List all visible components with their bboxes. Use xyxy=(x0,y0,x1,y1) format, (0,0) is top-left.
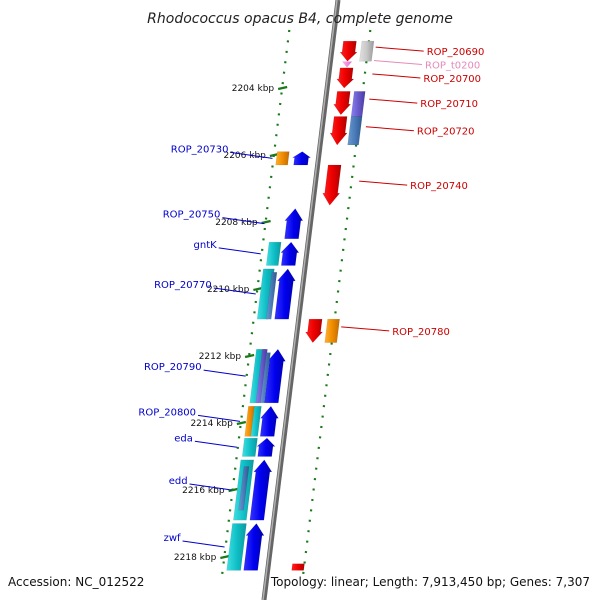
scale-label: 2208 kbp xyxy=(215,218,258,228)
genome-summary-text: Topology: linear; Length: 7,913,450 bp; … xyxy=(270,575,590,589)
domain-block xyxy=(359,40,375,62)
accession-text: Accession: NC_012522 xyxy=(8,575,144,589)
domain-block xyxy=(265,241,282,266)
genome-backbone xyxy=(261,0,341,600)
right-tick-track xyxy=(302,29,372,576)
gene-label: ROP_20770 xyxy=(154,280,212,291)
gene-rop-20700 xyxy=(336,67,355,89)
gene-edd xyxy=(249,459,273,521)
gene-rop-20710 xyxy=(333,91,352,116)
gene-eda xyxy=(256,437,276,457)
label-gene-rop-20780: ROP_20780 xyxy=(341,326,450,338)
scale-marker: 2212 kbp xyxy=(199,352,255,362)
scale-label: 2212 kbp xyxy=(199,352,242,362)
scale-label: 2216 kbp xyxy=(182,486,225,496)
gene-label: ROP_20720 xyxy=(417,127,475,138)
scale-label: 2214 kbp xyxy=(190,419,233,429)
left-tick-track xyxy=(221,29,291,576)
gene-rop-20750 xyxy=(284,208,304,239)
label-gene-rop-20750: ROP_20750 xyxy=(163,210,265,225)
gene-label: ROP_20710 xyxy=(420,99,478,110)
gene-label: edd xyxy=(169,476,188,487)
label-gene-edd: edd xyxy=(169,476,232,491)
domain-block xyxy=(291,563,305,571)
gene-label: ROP_20690 xyxy=(427,47,485,58)
domain-block xyxy=(241,437,258,457)
gene-label: ROP_20700 xyxy=(423,74,481,85)
label-gene-rop-20740: ROP_20740 xyxy=(359,180,468,192)
scale-label: 2204 kbp xyxy=(232,84,275,94)
page-title: Rhodococcus opacus B4, complete genome xyxy=(147,11,453,27)
label-gene-eda: eda xyxy=(174,433,237,448)
gene-zwf xyxy=(243,523,265,571)
label-gene-rop-20710: ROP_20710 xyxy=(369,98,478,110)
label-gene-rop-20720: ROP_20720 xyxy=(365,126,475,138)
scale-marker: 2208 kbp xyxy=(215,218,271,228)
scale-marker: 2214 kbp xyxy=(190,419,247,429)
domain-block xyxy=(265,272,278,320)
gene-rop-20690 xyxy=(339,40,358,62)
label-gene-rop-t0200: ROP_t0200 xyxy=(373,60,480,72)
domain-block xyxy=(226,523,247,571)
domain-block xyxy=(324,318,340,343)
gene-gntk xyxy=(280,241,300,266)
label-gene-rop-20790: ROP_20790 xyxy=(144,362,246,377)
gene-label: gntK xyxy=(194,240,218,251)
scale-label: 2218 kbp xyxy=(174,553,217,563)
gene-label: ROP_20730 xyxy=(171,144,229,155)
tick-tracks xyxy=(221,29,372,576)
gene-rop-20800 xyxy=(259,405,279,437)
gene-label: ROP_t0200 xyxy=(425,61,480,72)
label-gene-rop-20690: ROP_20690 xyxy=(375,46,485,58)
label-gene-rop-20700: ROP_20700 xyxy=(372,73,481,85)
label-gene-gntk: gntK xyxy=(194,240,261,255)
gene-rop-t0200 xyxy=(342,61,353,68)
domain-block xyxy=(250,406,262,437)
label-gene-zwf: zwf xyxy=(164,533,225,548)
gene-features xyxy=(226,40,375,571)
label-gene-rop-20730: ROP_20730 xyxy=(171,144,273,159)
gene-rop-20740 xyxy=(322,164,342,206)
gene-label: eda xyxy=(174,433,193,444)
scale-label: 2206 kbp xyxy=(223,151,266,161)
gene-label: ROP_20740 xyxy=(410,181,468,192)
gene-label: zwf xyxy=(164,533,181,544)
gene-label: ROP_20750 xyxy=(163,210,221,221)
gene-label: ROP_20790 xyxy=(144,362,202,373)
gene-rop-20720 xyxy=(329,116,348,146)
domain-block xyxy=(350,91,366,117)
label-gene-rop-20770: ROP_20770 xyxy=(154,280,256,295)
gene-rop-20780 xyxy=(305,318,324,343)
domain-block xyxy=(275,151,290,166)
gene-labels: ROP_20690 ROP_t0200 ROP_20700 ROP_20710 ROP_… xyxy=(138,46,485,548)
gene-rop-20730 xyxy=(291,151,312,166)
scale-marker: 2216 kbp xyxy=(182,486,238,496)
domain-block xyxy=(238,466,250,511)
domain-block xyxy=(347,116,363,146)
scale-marker: 2218 kbp xyxy=(174,553,230,563)
gene-rop-20770 xyxy=(274,268,296,320)
domain-block xyxy=(260,352,271,404)
label-gene-rop-20800: ROP_20800 xyxy=(138,407,241,422)
gene-label: ROP_20800 xyxy=(138,407,196,418)
scale-marker: 2204 kbp xyxy=(232,84,288,94)
gene-label: ROP_20780 xyxy=(392,327,450,338)
